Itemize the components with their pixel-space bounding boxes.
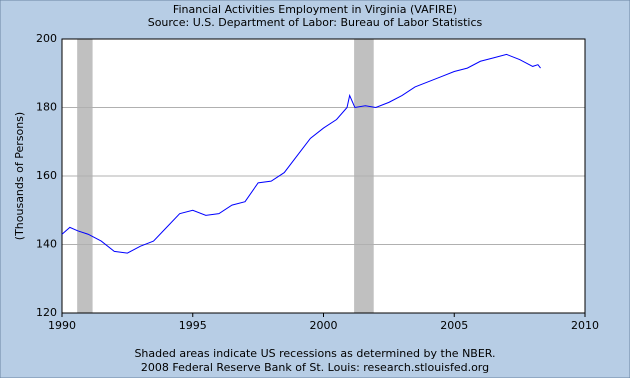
y-tick-label: 200 bbox=[36, 32, 57, 45]
plot-frame bbox=[61, 38, 586, 314]
x-tick-label: 1990 bbox=[48, 319, 76, 332]
y-axis-label: (Thousands of Persons) bbox=[13, 112, 26, 240]
chart-subtitle: Source: U.S. Department of Labor: Bureau… bbox=[148, 16, 483, 29]
data-line bbox=[61, 53, 541, 254]
y-tick-label: 140 bbox=[36, 238, 57, 251]
y-tick-label: 120 bbox=[36, 306, 57, 319]
chart-title: Financial Activities Employment in Virgi… bbox=[173, 3, 457, 16]
y-tick-label: 180 bbox=[36, 101, 57, 114]
y-tick-label: 160 bbox=[36, 169, 57, 182]
note: Shaded areas indicate US recessions as d… bbox=[134, 347, 495, 360]
x-tick-label: 2005 bbox=[440, 319, 468, 332]
x-tick-label: 1995 bbox=[179, 319, 207, 332]
x-tick-label: 2010 bbox=[571, 319, 599, 332]
note: 2008 Federal Reserve Bank of St. Louis: … bbox=[141, 361, 489, 374]
x-tick-label: 2000 bbox=[310, 319, 338, 332]
